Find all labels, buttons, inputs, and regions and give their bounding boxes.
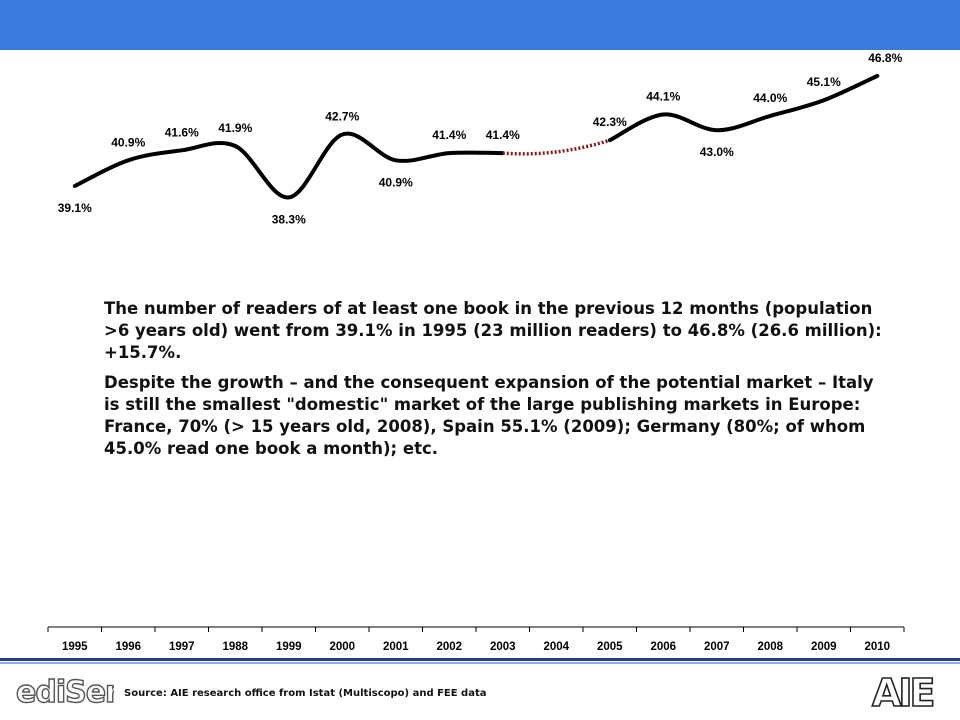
x-tick-label-2004: 2004 xyxy=(543,641,569,653)
x-tick-label-1996: 1996 xyxy=(115,641,141,653)
ediser-logo: ediSer xyxy=(15,674,114,710)
x-tick-label-2003: 2003 xyxy=(490,641,516,653)
x-tick-label-2006: 2006 xyxy=(650,641,676,653)
data-label-1988: 41.9% xyxy=(218,121,252,135)
data-label-2007: 43.0% xyxy=(700,145,734,159)
gap-segment-dotted xyxy=(502,138,611,156)
data-label-2002: 41.4% xyxy=(432,128,466,142)
source-note: Source: AIE research office from Istat (… xyxy=(124,688,487,699)
x-tick-label-2000: 2000 xyxy=(329,641,355,653)
x-tick-label-1999: 1999 xyxy=(276,641,302,653)
x-tick-label-2001: 2001 xyxy=(383,641,409,653)
x-tick-label-1988: 1988 xyxy=(222,641,248,653)
data-label-1997: 41.6% xyxy=(165,125,199,139)
x-tick-label-2009: 2009 xyxy=(811,641,837,653)
data-label-1995: 39.1% xyxy=(58,201,92,215)
paragraph-market-comparison: Despite the growth – and the consequent … xyxy=(104,373,874,458)
data-label-2000: 42.7% xyxy=(325,110,359,124)
x-tick-label-2005: 2005 xyxy=(597,641,623,653)
header-bar xyxy=(0,0,960,50)
data-label-2001: 40.9% xyxy=(379,175,413,189)
data-label-2008: 44.0% xyxy=(753,91,787,105)
data-label-1996: 40.9% xyxy=(111,135,145,149)
svg-text:ediSer: ediSer xyxy=(16,675,114,710)
footer-rule-accent xyxy=(0,662,960,664)
data-label-2003: 41.4% xyxy=(486,128,520,142)
paragraph-readers-growth: The number of readers of at least one bo… xyxy=(104,299,882,362)
x-tick-label-2007: 2007 xyxy=(704,641,730,653)
data-label-1999: 38.3% xyxy=(272,212,306,226)
x-axis: 1995 1996 1997 1988 1999 2000 2001 2002 2003 2004… xyxy=(47,626,905,653)
x-tick-label-2008: 2008 xyxy=(757,641,783,653)
x-tick-label-2010: 2010 xyxy=(864,641,890,653)
series-line-2005-2010 xyxy=(607,73,880,143)
data-labels: 39.1% 40.9% 41.6% 41.9% 38.3% 42.7% 40.9% 41.4%… xyxy=(58,51,903,227)
readers-line-chart: 39.1% 40.9% 41.6% 41.9% 38.3% 42.7% 40.9% 41.4%… xyxy=(47,51,905,653)
x-tick-label-1997: 1997 xyxy=(169,641,195,653)
svg-text:AIE: AIE xyxy=(872,671,934,714)
data-label-2006: 44.1% xyxy=(646,90,680,104)
data-label-2005: 42.3% xyxy=(593,115,627,129)
plot-area xyxy=(72,73,880,200)
footer-rule xyxy=(0,658,960,661)
data-label-2009: 45.1% xyxy=(807,75,841,89)
aie-logo: AIE xyxy=(871,670,937,714)
data-label-2010: 46.8% xyxy=(868,51,902,65)
x-tick-label-2002: 2002 xyxy=(436,641,462,653)
body-text: The number of readers of at least one bo… xyxy=(104,298,894,468)
x-tick-label-1995: 1995 xyxy=(62,641,88,653)
